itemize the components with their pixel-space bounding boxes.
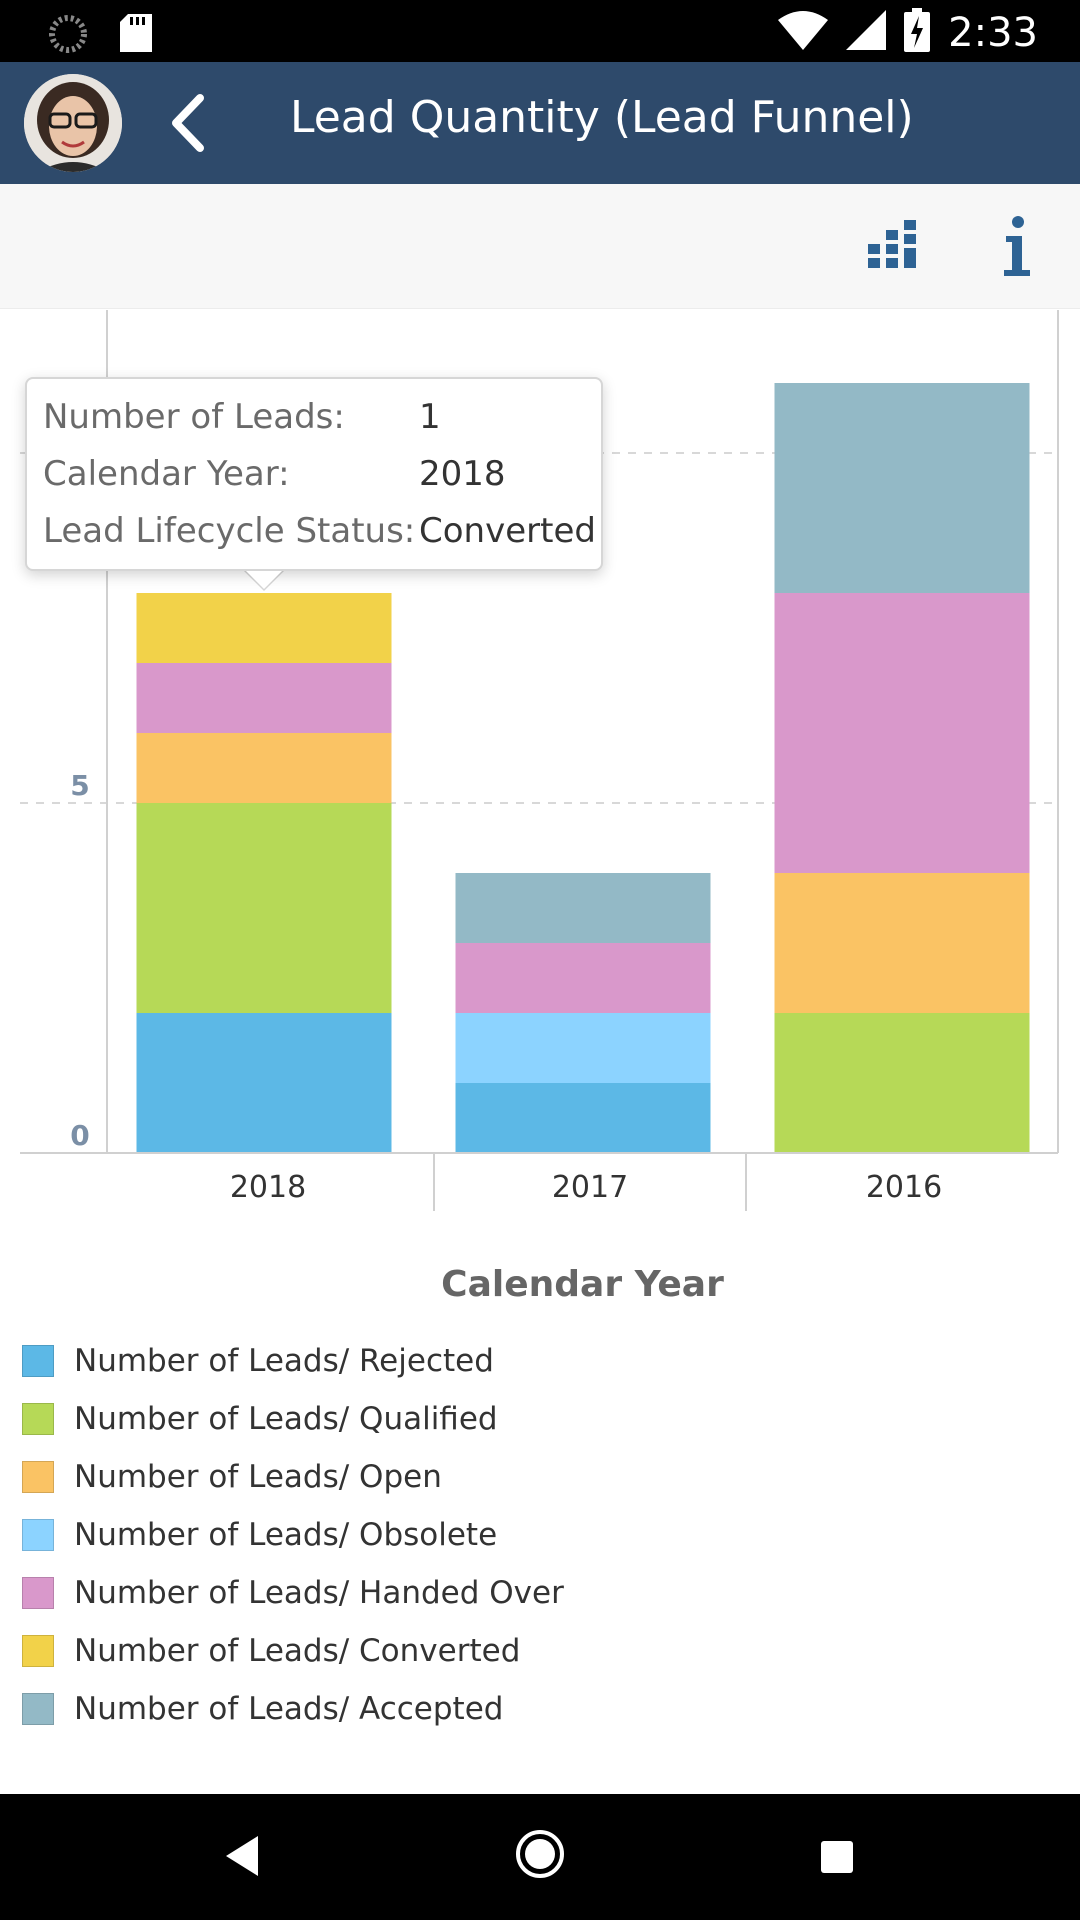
tooltip-value: 2018 [419, 454, 506, 494]
legend-item[interactable]: Number of Leads/ Rejected [22, 1332, 564, 1390]
loading-icon [48, 14, 88, 59]
legend-label: Number of Leads/ Converted [74, 1633, 521, 1669]
bar-segment[interactable] [774, 1013, 1030, 1153]
sd-card-icon [120, 14, 152, 59]
battery-charging-icon [904, 8, 931, 57]
stacked-bar-chart[interactable]: 0 5 2018 2017 2016 [0, 308, 1080, 1228]
tooltip-key: Calendar Year: [43, 454, 290, 494]
legend-item[interactable]: Number of Leads/ Converted [22, 1622, 564, 1680]
navigation-bar [0, 1794, 1080, 1920]
chart-legend: Number of Leads/ Rejected Number of Leads… [22, 1332, 564, 1738]
bar-segment[interactable] [136, 1013, 392, 1153]
legend-swatch [22, 1577, 54, 1609]
tooltip-value: Converted [419, 511, 596, 551]
legend-item[interactable]: Number of Leads/ Obsolete [22, 1506, 564, 1564]
legend-item[interactable]: Number of Leads/ Open [22, 1448, 564, 1506]
chart-toolbar [0, 184, 1080, 309]
bar-segment[interactable] [774, 873, 1030, 1013]
legend-item[interactable]: Number of Leads/ Handed Over [22, 1564, 564, 1622]
bar-segment[interactable] [455, 943, 711, 1013]
signal-icon [846, 10, 887, 55]
x-tick-label: 2016 [866, 1170, 942, 1205]
legend-swatch [22, 1693, 54, 1725]
chevron-left-icon [160, 94, 220, 160]
x-axis-title: Calendar Year [441, 1264, 724, 1305]
bar-segment[interactable] [455, 1083, 711, 1153]
y-tick-label: 5 [70, 769, 89, 802]
bar-segment[interactable] [136, 593, 392, 663]
legend-label: Number of Leads/ Obsolete [74, 1517, 498, 1553]
clock: 2:33 [948, 9, 1038, 56]
nav-back-icon[interactable] [222, 1834, 262, 1883]
info-icon [990, 216, 1040, 284]
tooltip-key: Number of Leads: [43, 397, 345, 437]
legend-label: Number of Leads/ Rejected [74, 1343, 494, 1379]
x-tick-label: 2018 [230, 1170, 306, 1205]
legend-label: Number of Leads/ Open [74, 1459, 442, 1495]
chart-type-button[interactable] [862, 220, 922, 276]
legend-label: Number of Leads/ Qualified [74, 1401, 498, 1437]
chart-type-icon [862, 220, 922, 280]
tooltip-key: Lead Lifecycle Status: [43, 511, 416, 551]
x-tick-label: 2017 [552, 1170, 628, 1205]
wifi-icon [778, 10, 829, 55]
legend-item[interactable]: Number of Leads/ Accepted [22, 1680, 564, 1738]
bar-segment[interactable] [774, 593, 1030, 873]
bar-segment[interactable] [455, 873, 711, 943]
legend-swatch [22, 1635, 54, 1667]
legend-swatch [22, 1519, 54, 1551]
legend-swatch [22, 1345, 54, 1377]
info-button[interactable] [990, 214, 1040, 280]
legend-label: Number of Leads/ Accepted [74, 1691, 504, 1727]
status-bar: 2:33 [0, 0, 1080, 62]
legend-swatch [22, 1461, 54, 1493]
bar-segment[interactable] [455, 1013, 711, 1083]
bar-segment[interactable] [774, 383, 1030, 593]
legend-swatch [22, 1403, 54, 1435]
bar-segment[interactable] [136, 733, 392, 803]
nav-recents-icon[interactable] [820, 1840, 854, 1879]
avatar[interactable] [24, 74, 122, 172]
legend-item[interactable]: Number of Leads/ Qualified [22, 1390, 564, 1448]
tooltip-value: 1 [419, 397, 441, 437]
bar-segment[interactable] [136, 803, 392, 1013]
back-button[interactable] [160, 90, 220, 156]
tooltip-arrow [246, 571, 282, 589]
bar-segment[interactable] [136, 663, 392, 733]
page-title: Lead Quantity (Lead Funnel) [290, 92, 914, 143]
nav-home-icon[interactable] [514, 1828, 566, 1885]
legend-label: Number of Leads/ Handed Over [74, 1575, 564, 1611]
app-header: Lead Quantity (Lead Funnel) [0, 62, 1080, 184]
chart-tooltip: Number of Leads: 1 Calendar Year: 2018 L… [25, 377, 603, 571]
y-tick-label: 0 [70, 1119, 89, 1152]
